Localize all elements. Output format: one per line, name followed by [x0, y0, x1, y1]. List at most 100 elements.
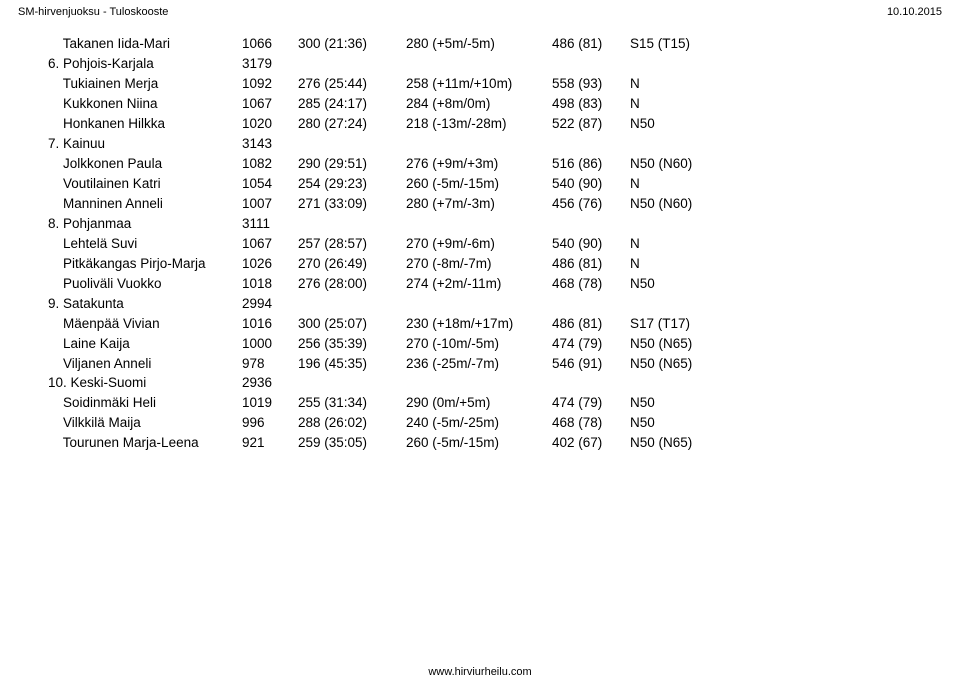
score-cell: 468 (78) [552, 274, 630, 294]
num-cell: 2994 [242, 294, 298, 314]
time-cell: 257 (28:57) [298, 234, 406, 254]
num-cell: 1007 [242, 194, 298, 214]
time-cell: 300 (25:07) [298, 314, 406, 334]
score-cell: 546 (91) [552, 354, 630, 374]
note-cell: N50 (N65) [630, 354, 960, 374]
name-cell: Vilkkilä Maija [48, 413, 242, 433]
page-header: SM-hirvenjuoksu - Tuloskooste 10.10.2015 [0, 0, 960, 20]
note-cell: N50 [630, 413, 960, 433]
header-left: SM-hirvenjuoksu - Tuloskooste [18, 6, 168, 18]
result-row: Voutilainen Katri1054254 (29:23)260 (-5m… [48, 174, 960, 194]
note-cell: N [630, 254, 960, 274]
note-cell: N [630, 234, 960, 254]
time-cell: 196 (45:35) [298, 354, 406, 374]
diff-cell: 218 (-13m/-28m) [406, 114, 552, 134]
num-cell: 1067 [242, 94, 298, 114]
score-cell: 540 (90) [552, 174, 630, 194]
result-row: Tourunen Marja-Leena921259 (35:05)260 (-… [48, 433, 960, 453]
time-cell: 276 (25:44) [298, 74, 406, 94]
result-row: Honkanen Hilkka1020280 (27:24)218 (-13m/… [48, 114, 960, 134]
name-cell: Soidinmäki Heli [48, 393, 242, 413]
time-cell: 254 (29:23) [298, 174, 406, 194]
score-cell: 456 (76) [552, 194, 630, 214]
name-cell: Tukiainen Merja [48, 74, 242, 94]
name-cell: Voutilainen Katri [48, 174, 242, 194]
diff-cell: 290 (0m/+5m) [406, 393, 552, 413]
time-cell: 259 (35:05) [298, 433, 406, 453]
note-cell: N50 (N60) [630, 194, 960, 214]
diff-cell: 236 (-25m/-7m) [406, 354, 552, 374]
result-row: Lehtelä Suvi1067257 (28:57)270 (+9m/-6m)… [48, 234, 960, 254]
note-cell: N [630, 174, 960, 194]
num-cell: 1082 [242, 154, 298, 174]
score-cell: 558 (93) [552, 74, 630, 94]
diff-cell: 270 (-8m/-7m) [406, 254, 552, 274]
score-cell: 516 (86) [552, 154, 630, 174]
result-row: Viljanen Anneli978196 (45:35)236 (-25m/-… [48, 354, 960, 374]
name-cell: Laine Kaija [48, 334, 242, 354]
name-cell: Lehtelä Suvi [48, 234, 242, 254]
diff-cell: 270 (-10m/-5m) [406, 334, 552, 354]
team-row: 10. Keski-Suomi2936 [48, 373, 960, 393]
result-row: Jolkkonen Paula1082290 (29:51)276 (+9m/+… [48, 154, 960, 174]
num-cell: 3111 [242, 214, 298, 234]
score-cell: 486 (81) [552, 34, 630, 54]
team-row: 6. Pohjois-Karjala3179 [48, 54, 960, 74]
team-row: 8. Pohjanmaa3111 [48, 214, 960, 234]
time-cell: 256 (35:39) [298, 334, 406, 354]
team-row: 7. Kainuu3143 [48, 134, 960, 154]
num-cell: 921 [242, 433, 298, 453]
result-row: Mäenpää Vivian1016300 (25:07)230 (+18m/+… [48, 314, 960, 334]
score-cell: 474 (79) [552, 334, 630, 354]
diff-cell: 260 (-5m/-15m) [406, 433, 552, 453]
num-cell: 1018 [242, 274, 298, 294]
name-cell: 10. Keski-Suomi [48, 373, 242, 393]
result-row: Pitkäkangas Pirjo-Marja1026270 (26:49)27… [48, 254, 960, 274]
name-cell: Kukkonen Niina [48, 94, 242, 114]
result-row: Tukiainen Merja1092276 (25:44)258 (+11m/… [48, 74, 960, 94]
note-cell: N [630, 74, 960, 94]
note-cell: N50 (N65) [630, 433, 960, 453]
name-cell: 8. Pohjanmaa [48, 214, 242, 234]
score-cell: 474 (79) [552, 393, 630, 413]
time-cell: 285 (24:17) [298, 94, 406, 114]
score-cell: 540 (90) [552, 234, 630, 254]
diff-cell: 276 (+9m/+3m) [406, 154, 552, 174]
name-cell: 9. Satakunta [48, 294, 242, 314]
name-cell: Jolkkonen Paula [48, 154, 242, 174]
name-cell: Pitkäkangas Pirjo-Marja [48, 254, 242, 274]
diff-cell: 280 (+7m/-3m) [406, 194, 552, 214]
diff-cell: 284 (+8m/0m) [406, 94, 552, 114]
result-row: Soidinmäki Heli1019255 (31:34)290 (0m/+5… [48, 393, 960, 413]
name-cell: Mäenpää Vivian [48, 314, 242, 334]
name-cell: Honkanen Hilkka [48, 114, 242, 134]
time-cell: 255 (31:34) [298, 393, 406, 413]
num-cell: 996 [242, 413, 298, 433]
note-cell: N50 [630, 393, 960, 413]
name-cell: Viljanen Anneli [48, 354, 242, 374]
num-cell: 1000 [242, 334, 298, 354]
num-cell: 1054 [242, 174, 298, 194]
num-cell: 3179 [242, 54, 298, 74]
name-cell: Tourunen Marja-Leena [48, 433, 242, 453]
diff-cell: 258 (+11m/+10m) [406, 74, 552, 94]
time-cell: 300 (21:36) [298, 34, 406, 54]
result-row: Kukkonen Niina1067285 (24:17)284 (+8m/0m… [48, 94, 960, 114]
result-row: Manninen Anneli1007271 (33:09)280 (+7m/-… [48, 194, 960, 214]
num-cell: 1092 [242, 74, 298, 94]
time-cell: 276 (28:00) [298, 274, 406, 294]
num-cell: 3143 [242, 134, 298, 154]
page-footer: www.hirviurheilu.com [0, 666, 960, 678]
diff-cell: 280 (+5m/-5m) [406, 34, 552, 54]
team-row: 9. Satakunta2994 [48, 294, 960, 314]
score-cell: 486 (81) [552, 254, 630, 274]
score-cell: 486 (81) [552, 314, 630, 334]
note-cell: S17 (T17) [630, 314, 960, 334]
results-table: Takanen Iida-Mari1066300 (21:36)280 (+5m… [0, 20, 960, 453]
num-cell: 1019 [242, 393, 298, 413]
result-row: Vilkkilä Maija996288 (26:02)240 (-5m/-25… [48, 413, 960, 433]
name-cell: 6. Pohjois-Karjala [48, 54, 242, 74]
num-cell: 1066 [242, 34, 298, 54]
num-cell: 1020 [242, 114, 298, 134]
time-cell: 271 (33:09) [298, 194, 406, 214]
